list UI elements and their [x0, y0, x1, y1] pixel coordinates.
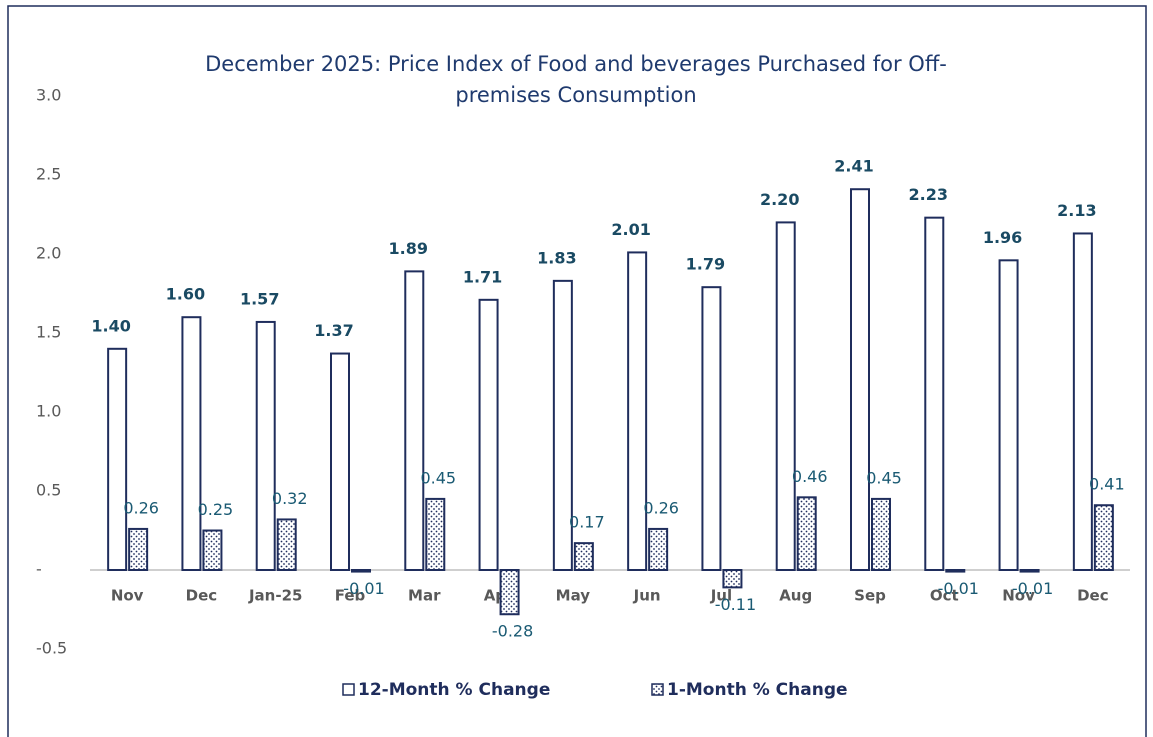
bar: [701, 286, 722, 571]
chart-title: premises Consumption: [455, 83, 696, 107]
x-tick-label: Dec: [1077, 587, 1109, 605]
data-label: 2.01: [611, 220, 650, 239]
data-label: 0.45: [420, 468, 456, 487]
legend-label: 1-Month % Change: [667, 680, 848, 700]
data-label: 0.17: [569, 513, 605, 532]
data-label: 1.57: [240, 289, 279, 308]
bar: [850, 188, 870, 571]
data-label: 2.41: [834, 157, 873, 176]
data-label: 1.37: [314, 321, 353, 340]
legend-marker: [342, 683, 355, 696]
chart-title: December 2025: Price Index of Food and b…: [205, 52, 947, 76]
frame: [7, 5, 1147, 737]
data-label: 1.96: [983, 228, 1022, 247]
bar: [351, 569, 371, 573]
bar: [796, 496, 817, 572]
data-label: 1.60: [166, 285, 205, 304]
data-label: 0.46: [792, 467, 828, 486]
data-label: 2.20: [760, 190, 799, 209]
legend-label: 12-Month % Change: [358, 680, 550, 700]
data-label: -0.11: [715, 595, 756, 614]
x-tick-label: May: [556, 587, 591, 605]
data-label: -0.01: [938, 579, 979, 598]
x-tick-label: Nov: [111, 587, 144, 605]
data-label: -0.28: [492, 622, 533, 641]
bar: [775, 221, 796, 571]
bar: [107, 347, 128, 571]
bar: [128, 527, 149, 571]
bar: [478, 298, 499, 571]
data-label: 1.83: [537, 248, 576, 267]
data-label: 0.26: [123, 498, 159, 517]
bar: [425, 497, 446, 571]
legend-marker: [651, 683, 664, 696]
bar: [924, 216, 945, 571]
bar: [276, 518, 297, 572]
bar: [998, 259, 1019, 571]
y-tick-label: 3.0: [36, 86, 61, 105]
bar: [648, 527, 669, 571]
bar: [871, 497, 891, 571]
bar: [330, 352, 350, 572]
data-label: 1.79: [686, 255, 725, 274]
x-tick-label: Jan-25: [248, 587, 302, 605]
bar: [552, 279, 573, 571]
data-label: 1.40: [91, 316, 130, 335]
data-label: 1.71: [463, 267, 502, 286]
x-tick-label: Feb: [335, 587, 366, 605]
data-label: 0.25: [198, 500, 234, 519]
data-label: -0.01: [343, 579, 384, 598]
bar: [1072, 232, 1093, 572]
bar: [627, 251, 648, 571]
y-tick-label: -0.5: [36, 639, 67, 658]
data-label: 2.23: [909, 185, 948, 204]
x-tick-label: Sep: [854, 587, 886, 605]
x-tick-label: Dec: [186, 587, 218, 605]
bar: [255, 320, 276, 571]
data-label: 0.45: [866, 468, 902, 487]
y-tick-label: 2.0: [36, 244, 61, 263]
data-label: -0.01: [1012, 579, 1053, 598]
bar: [499, 569, 520, 616]
bar: [722, 569, 743, 589]
y-tick-label: 1.0: [36, 402, 61, 421]
bar: [573, 542, 594, 572]
y-tick-label: 2.5: [36, 165, 61, 184]
x-tick-label: Jul: [710, 587, 732, 605]
y-tick-label: -: [36, 560, 42, 579]
y-tick-label: 0.5: [36, 481, 61, 500]
x-tick-label: Nov: [1002, 587, 1035, 605]
x-tick-label: Aug: [779, 587, 812, 605]
data-label: 1.89: [389, 239, 428, 258]
bar: [945, 569, 966, 573]
x-tick-label: Jun: [633, 587, 661, 605]
bar: [1093, 504, 1114, 571]
x-tick-label: Oct: [930, 587, 959, 605]
data-label: 0.26: [643, 498, 679, 517]
bar: [202, 529, 223, 571]
data-label: 0.41: [1089, 475, 1125, 494]
x-tick-label: Mar: [408, 587, 441, 605]
data-label: 2.13: [1057, 201, 1096, 220]
data-label: 0.32: [272, 489, 308, 508]
bar: [181, 316, 202, 572]
y-tick-label: 1.5: [36, 323, 61, 342]
bar: [1019, 569, 1040, 573]
bar: [404, 270, 425, 571]
